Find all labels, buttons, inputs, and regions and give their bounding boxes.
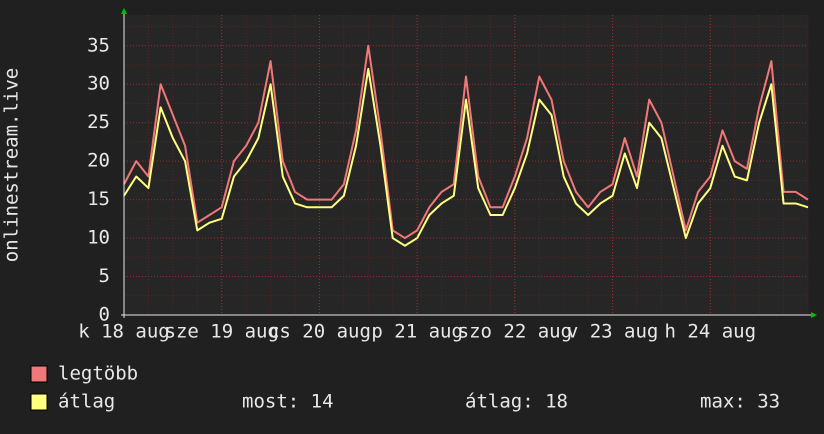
y-arrow — [121, 8, 127, 14]
x-tick-label: k 18 aug — [78, 321, 170, 343]
y-axis-label: onlinestream.live — [1, 68, 23, 262]
y-tick-label: 0 — [99, 304, 110, 326]
legend: legtöbb átlag most: 14 átlag: 18 max: 33 — [30, 363, 780, 413]
x-tick-label: h 24 aug — [665, 321, 757, 343]
stat-label: most: 14 — [242, 391, 334, 413]
legend-swatch — [30, 393, 48, 411]
lines — [123, 44, 809, 247]
x-tick-label: v 23 aug — [567, 321, 659, 343]
x-tick-label: sze 19 aug — [165, 321, 279, 343]
y-tick-label: 20 — [87, 150, 110, 172]
series-line — [123, 44, 809, 240]
x-arrow — [811, 312, 817, 318]
stat-label: max: 33 — [700, 391, 780, 413]
x-tick-label: szo 22 aug — [458, 321, 572, 343]
x-tick-label: cs 20 aug — [268, 321, 371, 343]
y-tick-label: 5 — [99, 265, 110, 287]
y-tick-label: 25 — [87, 111, 110, 133]
y-tick-label: 35 — [87, 34, 110, 56]
y-tick-label: 15 — [87, 188, 110, 210]
y-tick-label: 30 — [87, 73, 110, 95]
series-line — [123, 67, 809, 247]
x-tick-label: p 21 aug — [371, 321, 463, 343]
legend-label: átlag — [58, 391, 115, 413]
legend-swatch — [30, 365, 48, 383]
legend-label: legtöbb — [58, 363, 138, 385]
stat-label: átlag: 18 — [465, 391, 568, 413]
y-tick-label: 10 — [87, 227, 110, 249]
